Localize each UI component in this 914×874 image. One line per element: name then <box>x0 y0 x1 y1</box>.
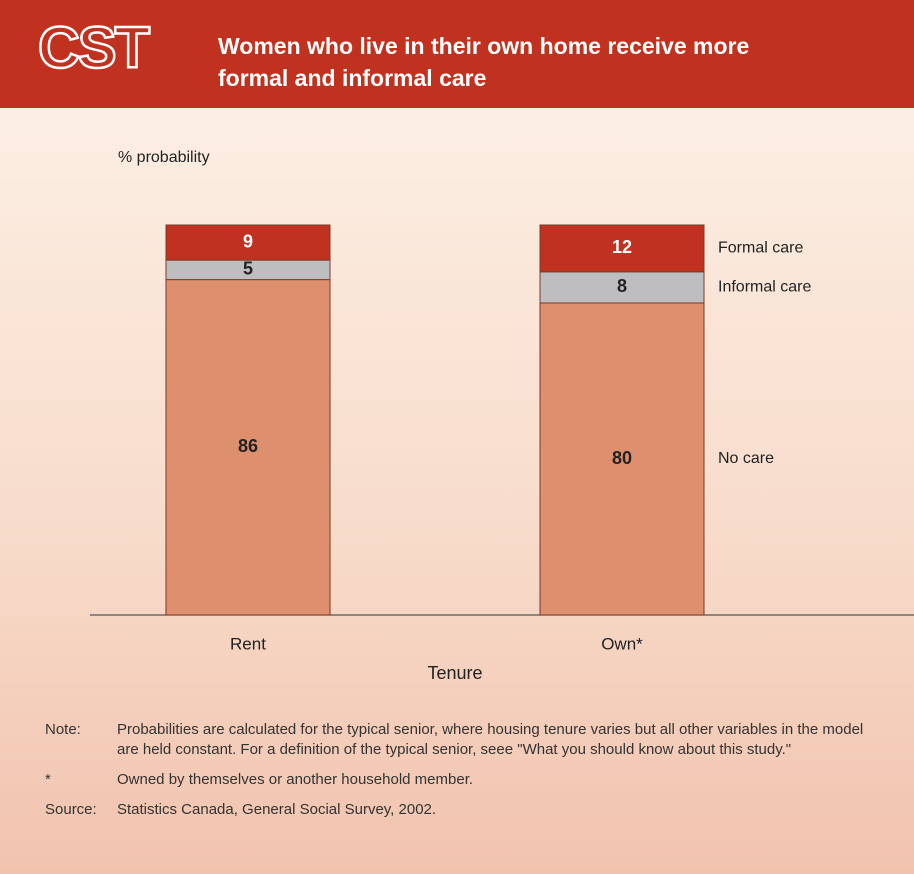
data-label: 8 <box>617 276 627 296</box>
note-label: Note: <box>45 721 81 738</box>
x-axis-label: Tenure <box>427 663 482 683</box>
note-label: * <box>45 771 51 788</box>
note: * Owned by themselves or another househol… <box>45 770 885 790</box>
legend-label: Formal care <box>718 240 803 257</box>
notes: Note: Probabilities are calculated for th… <box>45 720 885 830</box>
note-text: Owned by themselves or another household… <box>117 771 474 788</box>
y-axis-label: % probability <box>118 149 210 166</box>
note-label: Source: <box>45 801 97 818</box>
legend-label: No care <box>718 450 774 467</box>
chart-title: Women who live in their own home receive… <box>218 33 749 59</box>
bar-segment <box>539 302 705 616</box>
chart-title: formal and informal care <box>218 65 486 91</box>
legend-label: Informal care <box>718 279 811 296</box>
bar-segment <box>165 224 331 261</box>
note: Source: Statistics Canada, General Social… <box>45 800 885 820</box>
data-label: 5 <box>243 259 253 279</box>
data-label: 12 <box>612 237 632 257</box>
logo: CST <box>38 15 150 80</box>
header-band <box>0 0 914 108</box>
data-label: 9 <box>243 231 253 251</box>
note-text: Statistics Canada, General Social Survey… <box>117 801 437 818</box>
x-tick-label: Own* <box>601 634 643 653</box>
x-tick-label: Rent <box>230 634 266 653</box>
bar-segment <box>539 224 705 273</box>
note-text: Probabilities are calculated for the typ… <box>117 721 864 758</box>
data-label: 86 <box>238 436 258 456</box>
note: Note: Probabilities are calculated for th… <box>45 720 885 760</box>
data-label: 80 <box>612 448 632 468</box>
